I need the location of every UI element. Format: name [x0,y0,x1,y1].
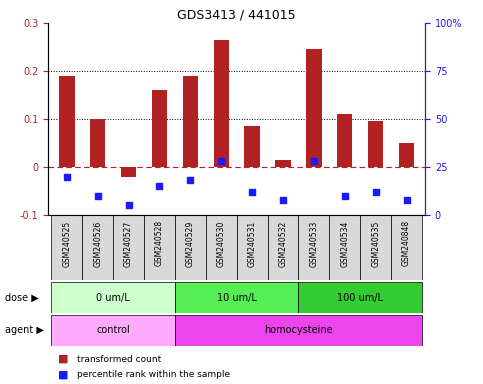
Bar [306,50,322,167]
Point [186,177,194,184]
Text: ■: ■ [58,369,69,379]
Point [217,158,225,164]
Bar [175,215,206,280]
Text: agent ▶: agent ▶ [5,325,43,335]
Point [403,197,411,203]
Point [310,158,318,164]
Text: 0 um/L: 0 um/L [96,293,130,303]
Bar [337,114,353,167]
Bar [298,215,329,280]
Bar [206,215,237,280]
Bar [298,282,422,313]
Point [63,174,71,180]
Bar [82,215,113,280]
Text: GSM240527: GSM240527 [124,220,133,266]
Text: control: control [96,325,130,335]
Text: GSM240535: GSM240535 [371,220,380,266]
Bar [51,282,175,313]
Text: ■: ■ [58,354,69,364]
Text: 100 um/L: 100 um/L [337,293,383,303]
Point [279,197,287,203]
Bar [268,215,298,280]
Title: GDS3413 / 441015: GDS3413 / 441015 [177,9,296,22]
Text: GSM240526: GSM240526 [93,220,102,266]
Point [248,189,256,195]
Bar [237,215,268,280]
Bar [59,76,74,167]
Bar [329,215,360,280]
Text: GSM240528: GSM240528 [155,220,164,266]
Point [372,189,380,195]
Text: GSM240530: GSM240530 [217,220,226,266]
Bar [368,121,384,167]
Text: 10 um/L: 10 um/L [217,293,256,303]
Bar [113,215,144,280]
Text: GSM240529: GSM240529 [186,220,195,266]
Bar [90,119,105,167]
Point [156,183,163,189]
Bar [244,126,260,167]
Bar [152,90,167,167]
Text: GSM240525: GSM240525 [62,220,71,266]
Text: transformed count: transformed count [77,354,161,364]
Bar [51,215,82,280]
Text: homocysteine: homocysteine [264,325,333,335]
Bar [144,215,175,280]
Bar [121,167,136,177]
Point [341,193,349,199]
Bar [399,143,414,167]
Text: GSM240533: GSM240533 [310,220,318,266]
Bar [391,215,422,280]
Point [94,193,101,199]
Text: GSM240534: GSM240534 [340,220,349,266]
Bar [183,76,198,167]
Point [125,202,132,209]
Text: percentile rank within the sample: percentile rank within the sample [77,370,230,379]
Bar [175,315,422,346]
Text: GSM240848: GSM240848 [402,220,411,266]
Text: GSM240532: GSM240532 [279,220,287,266]
Text: dose ▶: dose ▶ [5,293,39,303]
Bar [275,160,291,167]
Text: GSM240531: GSM240531 [248,220,256,266]
Bar [213,40,229,167]
Bar [360,215,391,280]
Bar [51,315,175,346]
Bar [175,282,298,313]
